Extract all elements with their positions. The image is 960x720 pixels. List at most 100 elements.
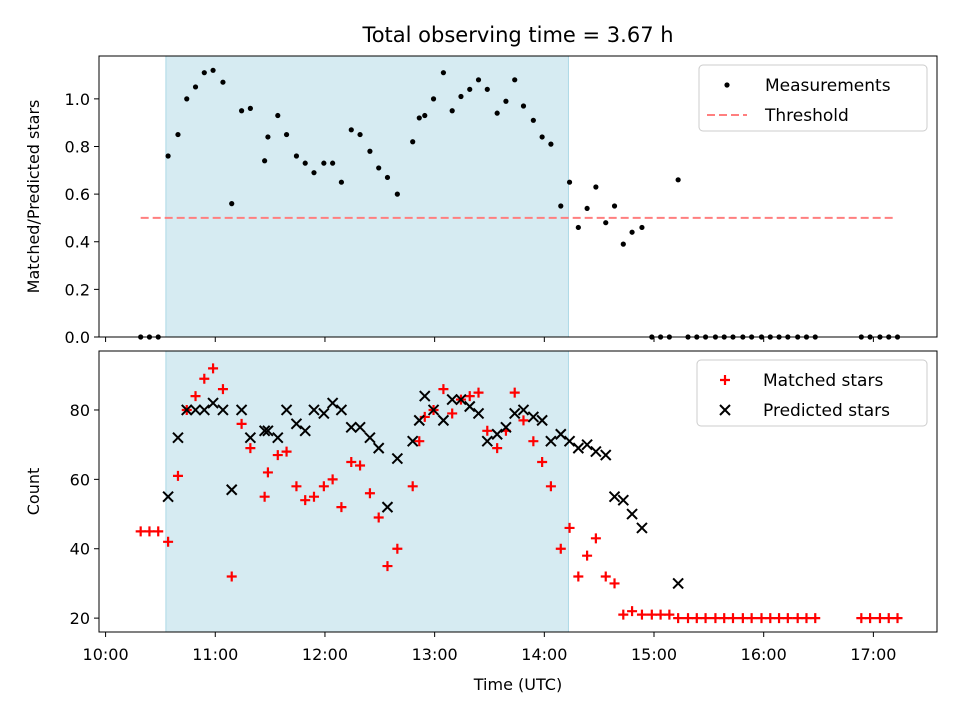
y-tick-label: 0.8 — [65, 137, 90, 156]
x-tick-label: 14:00 — [521, 645, 567, 664]
predicted-stars-point — [326, 397, 339, 409]
shaded-observing-span — [165, 55, 569, 338]
matched-stars-point — [683, 613, 694, 624]
measurements-point — [238, 108, 245, 114]
measurements-point — [467, 86, 473, 92]
predicted-stars-point — [318, 407, 330, 420]
predicted-stars-point — [172, 432, 184, 444]
matched-stars-point — [582, 550, 593, 561]
predicted-stars-point — [581, 438, 593, 451]
legend-threshold-label: Threshold — [764, 106, 849, 126]
measurements-point — [584, 205, 590, 212]
predicted-stars-point — [572, 442, 585, 454]
matched-stars-point — [492, 443, 503, 454]
legend-predicted-stars-label: Predicted stars — [763, 401, 890, 421]
matched-stars-point — [482, 425, 493, 436]
predicted-stars-point — [472, 407, 485, 420]
y-tick-label: 20 — [70, 609, 90, 628]
matched-stars-point — [883, 613, 894, 624]
matched-stars-point — [135, 526, 146, 537]
matched-stars-point — [756, 613, 767, 624]
predicted-stars-point — [235, 404, 248, 416]
matched-stars-point — [414, 436, 425, 447]
predicted-stars-point — [345, 421, 357, 434]
predicted-stars-point — [181, 404, 193, 416]
x-tick-label: 11:00 — [192, 645, 238, 664]
matched-stars-point — [673, 613, 684, 624]
legend-matched-stars-label: Matched stars — [763, 371, 883, 391]
matched-stars-point — [236, 418, 247, 429]
matched-stars-point — [226, 571, 237, 582]
matched-stars-point — [327, 474, 338, 485]
measurements-point — [330, 160, 336, 166]
predicted-stars-point — [381, 501, 394, 513]
matched-stars-point — [528, 436, 539, 447]
matched-stars-point — [163, 536, 174, 547]
y-tick-label: 60 — [70, 470, 90, 489]
predicted-stars-point — [272, 432, 284, 444]
predicted-stars-point — [299, 425, 311, 437]
predicted-stars-point — [189, 404, 202, 416]
measurements-point — [422, 112, 428, 119]
matched-stars-point — [308, 491, 319, 502]
matched-stars-point — [892, 613, 903, 624]
predicted-stars-point — [455, 393, 467, 406]
measurements-point — [165, 153, 171, 159]
measurements-point — [201, 70, 207, 76]
measurements-point — [262, 158, 268, 164]
predicted-stars-point — [509, 407, 521, 420]
measurements-point — [311, 170, 317, 176]
measurements-point — [558, 203, 564, 209]
legend-measurements-swatch — [724, 82, 730, 88]
matched-stars-point — [691, 613, 702, 624]
matched-stars-point — [346, 457, 357, 468]
matched-stars-point — [259, 491, 270, 502]
matched-stars-point — [737, 613, 748, 624]
predicted-stars-point — [446, 393, 458, 406]
matched-stars-point — [710, 613, 721, 624]
matched-stars-point — [555, 543, 566, 554]
matched-stars-point — [618, 609, 629, 620]
matched-stars-point — [318, 481, 329, 492]
matched-stars-point — [262, 467, 273, 478]
measurements-point — [520, 103, 527, 109]
matched-stars-point — [664, 609, 675, 620]
predicted-stars-point — [162, 490, 174, 503]
predicted-stars-point — [527, 411, 540, 423]
predicted-stars-point — [555, 428, 567, 440]
counts-panel: 10:00 11:00 12:00 13:00 14:00 15:00 16:00 17:00… — [24, 350, 938, 664]
y-tick-label: 0.6 — [65, 185, 90, 204]
measurements-point — [548, 141, 554, 147]
predicted-stars-point — [354, 421, 366, 434]
matched-stars-point — [609, 578, 620, 589]
predicted-stars-point — [672, 577, 684, 590]
matched-stars-point — [810, 613, 821, 624]
matched-stars-point — [646, 609, 657, 620]
matched-stars-point — [874, 613, 885, 624]
legend-measurements-label: Measurements — [765, 76, 891, 96]
matched-stars-point — [801, 613, 812, 624]
measurements-point — [394, 191, 400, 197]
predicted-stars-point — [491, 428, 503, 440]
matched-stars-point — [272, 450, 283, 461]
matched-stars-point — [281, 446, 292, 457]
matched-stars-point — [208, 363, 219, 374]
measurements-point — [620, 241, 626, 247]
predicted-stars-point — [419, 390, 431, 402]
measurements-point — [530, 117, 536, 123]
predicted-stars-point — [198, 404, 211, 416]
matched-stars-point — [564, 522, 575, 533]
predicted-stars-point — [290, 418, 303, 430]
matched-stars-point — [719, 613, 730, 624]
measurements-point — [449, 108, 455, 114]
measurements-point — [410, 139, 416, 145]
y-tick-label: 40 — [70, 540, 90, 559]
matched-stars-point — [865, 613, 876, 624]
matched-stars-point — [217, 384, 228, 395]
measurements-point — [593, 184, 599, 190]
measurements-point — [338, 179, 345, 185]
measurements-point — [192, 84, 199, 90]
matched-stars-point — [336, 502, 347, 513]
x-tick-label: 16:00 — [741, 645, 787, 664]
